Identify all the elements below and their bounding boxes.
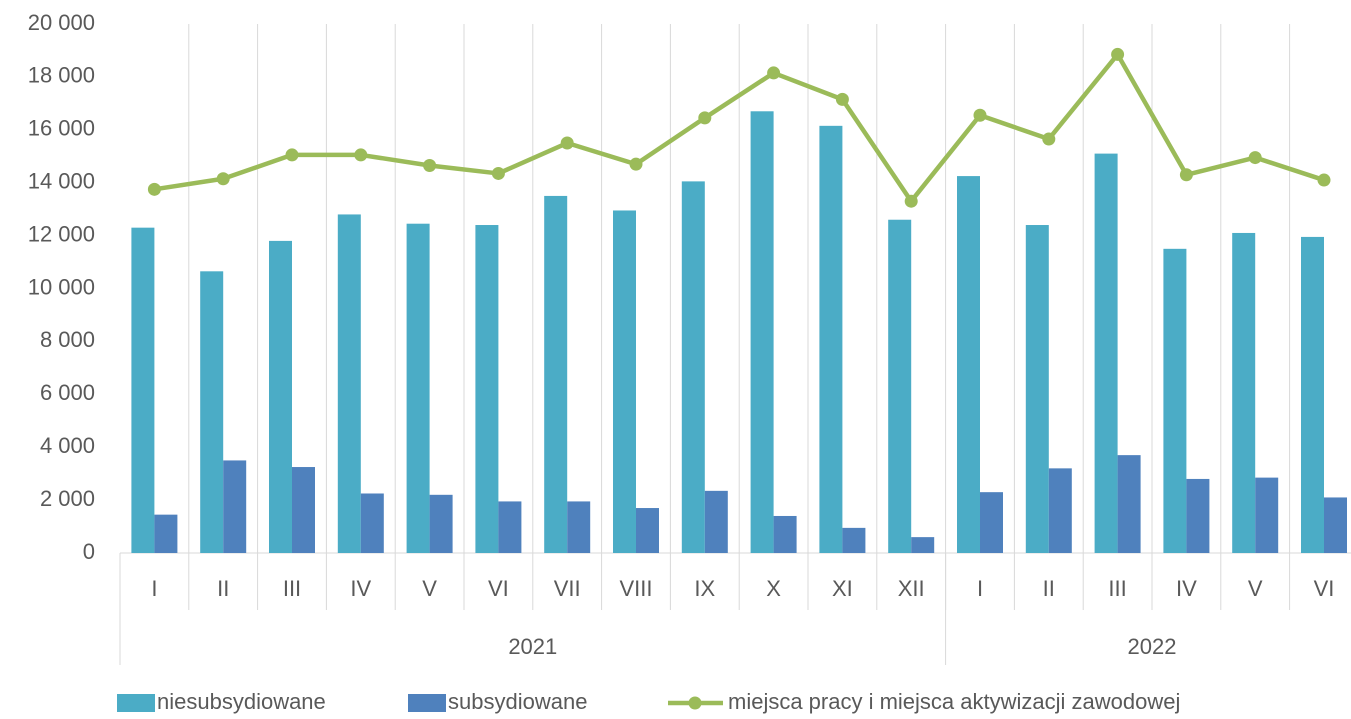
bar (819, 125, 843, 554)
bar (636, 508, 659, 553)
bar (498, 501, 522, 553)
line-marker (835, 92, 849, 106)
x-tick-label: II (1043, 576, 1055, 601)
x-tick-label: II (217, 576, 229, 601)
x-tick-label: XII (898, 576, 925, 601)
bar (911, 537, 935, 553)
line-marker (1317, 173, 1331, 187)
bar (429, 494, 453, 553)
bar (957, 176, 980, 553)
line-marker (491, 166, 505, 180)
line-marker (904, 194, 918, 208)
legend-swatch-marker (688, 696, 702, 710)
x-tick-label: VI (488, 576, 509, 601)
line-marker (698, 111, 712, 125)
x-tick-label: I (151, 576, 157, 601)
line-marker (1042, 132, 1056, 146)
bar (681, 181, 705, 553)
y-tick-label: 6 000 (40, 380, 95, 405)
bar (704, 490, 728, 553)
bar (613, 210, 636, 553)
line-marker (423, 159, 437, 173)
x-tick-label: I (977, 576, 983, 601)
y-tick-label: 8 000 (40, 327, 95, 352)
bar (223, 460, 247, 553)
x-tick-label: VII (554, 576, 581, 601)
bar (1094, 153, 1118, 554)
line-marker (1111, 47, 1125, 61)
y-tick-label: 12 000 (28, 221, 95, 246)
bar (980, 492, 1003, 553)
line (154, 52, 1325, 204)
line-marker (767, 66, 781, 80)
bar (406, 223, 430, 553)
bar (154, 514, 178, 553)
legend-label: niesubsydiowane (157, 689, 326, 714)
line-marker (216, 172, 230, 186)
bar (269, 240, 292, 553)
line-marker (285, 148, 299, 162)
bar (842, 527, 866, 553)
bar (200, 271, 224, 553)
line-marker (560, 136, 574, 150)
bar (337, 214, 361, 553)
y-tick-label: 4 000 (40, 433, 95, 458)
group-label: 2021 (508, 634, 557, 659)
bar (1255, 477, 1279, 553)
x-tick-label: XI (832, 576, 853, 601)
legend-label: miejsca pracy i miejsca aktywizacji zawo… (728, 689, 1180, 714)
line-marker (973, 108, 987, 122)
bar (544, 195, 568, 554)
group-label: 2022 (1128, 634, 1177, 659)
x-tick-label: VIII (619, 576, 652, 601)
bar (1324, 497, 1347, 553)
x-tick-label: VI (1314, 576, 1335, 601)
x-tick-label: IV (350, 576, 371, 601)
bar (1163, 248, 1187, 553)
bar (750, 111, 774, 553)
y-tick-label: 10 000 (28, 274, 95, 299)
bar (888, 219, 912, 554)
x-tick-label: X (766, 576, 781, 601)
line-marker (1179, 168, 1193, 182)
legend-swatch (117, 694, 155, 712)
bar (567, 501, 591, 553)
line-marker (629, 157, 643, 171)
line-marker (354, 148, 368, 162)
x-tick-label: V (422, 576, 437, 601)
bar (131, 227, 155, 554)
y-tick-label: 18 000 (28, 63, 95, 88)
legend-label: subsydiowane (448, 689, 587, 714)
bar (360, 493, 384, 553)
bar (1301, 236, 1324, 554)
x-tick-label: IX (694, 576, 715, 601)
y-tick-label: 14 000 (28, 169, 95, 194)
bar (773, 515, 797, 553)
line-marker (1248, 151, 1262, 165)
x-tick-label: III (283, 576, 301, 601)
bar (1025, 225, 1049, 553)
y-tick-label: 16 000 (28, 116, 95, 141)
bar (1232, 232, 1256, 553)
x-tick-label: III (1108, 576, 1126, 601)
bar (1048, 468, 1072, 553)
bar (1186, 478, 1210, 553)
y-tick-label: 0 (83, 539, 95, 564)
y-tick-label: 20 000 (28, 10, 95, 35)
bar (292, 467, 315, 553)
y-tick-label: 2 000 (40, 486, 95, 511)
bar (1117, 455, 1141, 553)
legend-swatch (408, 694, 446, 712)
bar (475, 225, 499, 553)
x-tick-label: V (1248, 576, 1263, 601)
x-tick-label: IV (1176, 576, 1197, 601)
line-marker (147, 182, 161, 196)
